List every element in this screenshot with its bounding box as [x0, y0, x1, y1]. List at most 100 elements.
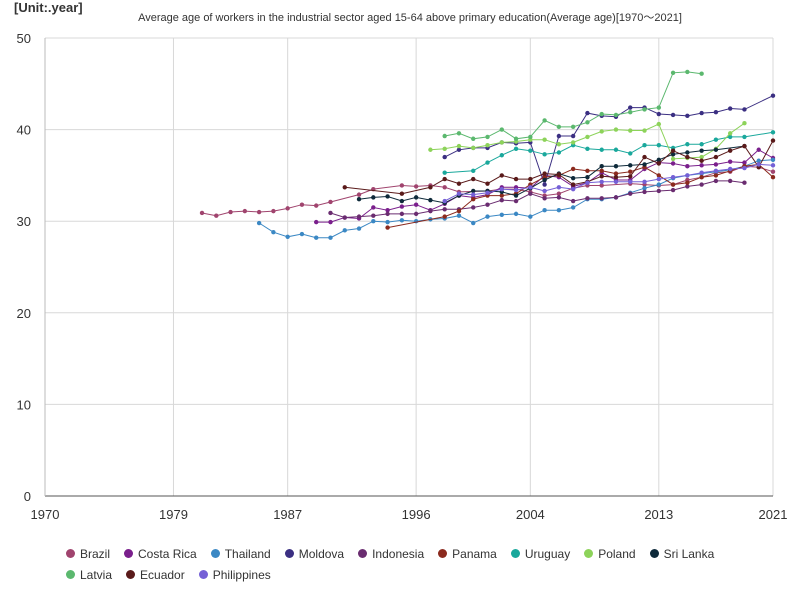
data-point-latvia	[485, 134, 490, 140]
data-point-philippines	[613, 179, 619, 185]
legend-marker	[124, 549, 134, 558]
data-point-indonesia	[742, 180, 747, 185]
data-point-poland	[585, 134, 590, 140]
data-point-thailand	[471, 220, 476, 226]
data-point-indonesia	[328, 210, 333, 216]
data-point-brazil	[299, 202, 305, 207]
data-point-sri-lanka	[599, 164, 604, 169]
data-point-indonesia	[713, 178, 719, 184]
data-point-poland	[670, 156, 676, 162]
data-point-thailand	[314, 235, 319, 240]
x-tick-label: 2013	[644, 507, 673, 522]
data-point-sri-lanka	[413, 195, 419, 200]
data-point-philippines	[727, 166, 733, 172]
legend-marker	[66, 570, 75, 579]
data-point-latvia	[670, 70, 676, 76]
data-point-philippines	[471, 192, 476, 197]
data-point-thailand	[642, 186, 647, 191]
data-point-moldova	[628, 105, 633, 110]
data-point-indonesia	[656, 188, 662, 194]
data-point-philippines	[442, 198, 447, 204]
data-point-uruguay	[656, 142, 662, 148]
legend-item-poland: Poland	[584, 543, 636, 564]
data-point-thailand	[542, 208, 547, 213]
data-point-moldova	[542, 182, 547, 187]
data-point-latvia	[642, 107, 647, 112]
data-point-thailand	[756, 158, 761, 163]
data-point-indonesia	[356, 214, 362, 219]
data-point-ecuador	[713, 154, 719, 160]
data-point-philippines	[528, 185, 533, 190]
data-point-philippines	[642, 179, 647, 185]
data-point-sri-lanka	[628, 163, 633, 168]
data-point-indonesia	[442, 207, 447, 212]
data-point-poland	[742, 120, 747, 126]
legend-label: Indonesia	[372, 546, 425, 561]
data-point-thailand	[770, 157, 776, 163]
data-point-philippines	[742, 165, 747, 171]
data-point-philippines	[699, 170, 704, 175]
y-tick-label: 50	[17, 31, 31, 46]
data-point-panama	[628, 169, 633, 174]
data-point-brazil	[413, 184, 419, 189]
legend-marker	[198, 570, 208, 579]
data-point-thailand	[271, 229, 276, 235]
data-point-philippines	[513, 187, 519, 193]
data-point-uruguay	[442, 170, 447, 175]
data-point-panama	[570, 166, 576, 172]
grid-lines	[44, 37, 774, 497]
data-point-panama	[585, 168, 590, 174]
data-point-poland	[471, 145, 476, 151]
data-point-ecuador	[699, 158, 704, 163]
data-point-brazil	[356, 192, 362, 197]
data-point-latvia	[513, 136, 519, 141]
data-point-indonesia	[513, 198, 519, 204]
data-point-ecuador	[742, 143, 747, 149]
data-point-brazil	[770, 169, 776, 174]
legend-item-moldova: Moldova	[284, 543, 345, 564]
data-point-uruguay	[485, 160, 490, 165]
data-point-brazil	[214, 213, 219, 218]
data-point-thailand	[371, 219, 376, 224]
data-point-latvia	[656, 105, 662, 110]
legend-marker	[510, 549, 520, 558]
legend-label: Moldova	[298, 546, 345, 561]
chart-title: Average age of workers in the industrial…	[138, 12, 682, 24]
data-point-ecuador	[513, 176, 519, 182]
data-point-philippines	[670, 175, 676, 180]
axes: 0 10 20 30 40 50 1970 1979 1987 1996 2004 2013 2021	[17, 31, 788, 522]
data-point-uruguay	[713, 137, 719, 142]
data-point-sri-lanka	[356, 197, 362, 202]
data-point-poland	[656, 121, 662, 127]
data-point-costa-rica	[699, 163, 704, 168]
data-point-indonesia	[642, 189, 647, 195]
data-point-poland	[428, 147, 433, 152]
data-point-ecuador	[770, 138, 776, 143]
series-lines	[199, 69, 776, 240]
legend-item-philippines: Philippines	[198, 564, 271, 585]
data-point-indonesia	[342, 215, 347, 220]
data-point-uruguay	[528, 148, 533, 153]
legend-item-thailand: Thailand	[210, 543, 271, 564]
data-point-panama	[499, 193, 504, 198]
data-point-ecuador	[471, 176, 476, 182]
data-point-moldova	[556, 133, 562, 139]
data-point-brazil	[256, 209, 262, 215]
data-point-sri-lanka	[642, 162, 647, 167]
data-point-indonesia	[556, 195, 562, 200]
data-point-uruguay	[471, 168, 476, 174]
data-point-moldova	[742, 107, 747, 112]
data-point-ecuador	[499, 173, 504, 178]
data-point-sri-lanka	[428, 197, 433, 203]
data-point-costa-rica	[727, 159, 733, 164]
data-point-ecuador	[485, 181, 490, 186]
data-point-indonesia	[428, 208, 433, 214]
legend-marker	[649, 549, 659, 558]
y-tick-label: 40	[17, 123, 31, 138]
data-point-indonesia	[371, 213, 376, 218]
data-point-latvia	[528, 134, 533, 140]
data-point-uruguay	[685, 142, 690, 147]
legend-item-ecuador: Ecuador	[126, 564, 185, 585]
data-point-costa-rica	[713, 162, 719, 167]
data-point-sri-lanka	[713, 147, 719, 152]
